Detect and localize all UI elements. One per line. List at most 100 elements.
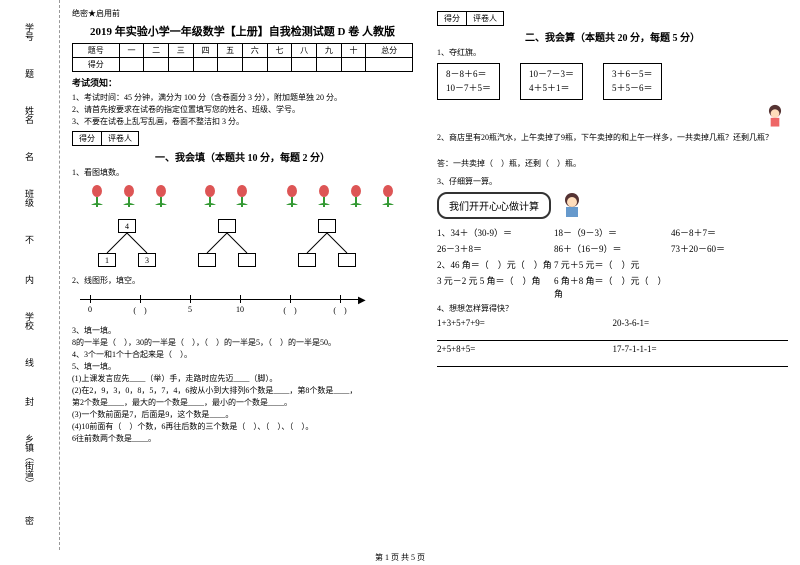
th: 六 bbox=[242, 44, 267, 58]
expr: 2+5+8+5= bbox=[437, 344, 613, 354]
expr: 20-3-6-1= bbox=[613, 318, 789, 328]
dash-text: 名 bbox=[25, 150, 34, 163]
margin-label: 班级 bbox=[23, 189, 36, 207]
flower-group bbox=[82, 183, 176, 213]
expr: 8－8＋6＝ bbox=[446, 67, 491, 81]
q3-line: 5、填一填。 bbox=[72, 361, 413, 373]
th: 题号 bbox=[73, 44, 120, 58]
tree-row: 4 1 3 bbox=[92, 219, 413, 269]
calc-grid: 1、34＋（30-9）＝ 18－（9－3）＝ 46－8＋7＝ 26－3＋8＝ 8… bbox=[437, 226, 788, 300]
calc-row: 3 元－2 元 5 角＝（ ）角 6 角＋8 角＝（ ）元（ ）角 bbox=[437, 274, 788, 300]
expr: 86＋（16－9）＝ bbox=[554, 242, 671, 255]
expr: 26－3＋8＝ bbox=[437, 242, 554, 255]
dash-text: 密 bbox=[25, 514, 34, 527]
calc-row: 1、34＋（30-9）＝ 18－（9－3）＝ 46－8＋7＝ bbox=[437, 226, 788, 239]
notice-item: 1、考试时间：45 分钟，满分为 100 分（含卷面分 3 分），附加题单独 2… bbox=[72, 92, 413, 104]
s2-q2: 2、商店里有20瓶汽水，上午卖掉了9瓶，下午卖掉的和上午一样多，一共卖掉几瓶？还… bbox=[437, 132, 788, 144]
blank-line bbox=[613, 331, 789, 341]
notice-head: 考试须知： bbox=[72, 76, 413, 89]
q3-line: 第2个数是____，最大的一个数是____，最小的一个数是____。 bbox=[72, 397, 413, 409]
exam-title: 2019 年实验小学一年级数学【上册】自我检测试题 D 卷 人教版 bbox=[72, 23, 413, 39]
dash-text: 封 bbox=[25, 395, 34, 408]
tree-lines-icon bbox=[92, 233, 162, 253]
s2-q2-ans: 答：一共卖掉（ ）瓶，还剩（ ）瓶。 bbox=[437, 158, 788, 170]
q3-line: 6往前数两个数是____。 bbox=[72, 433, 413, 445]
q1: 1、看图填数。 bbox=[72, 167, 413, 179]
child-icon bbox=[557, 190, 587, 220]
margin-label: 学号 bbox=[23, 23, 36, 41]
q3: 3、填一填。 bbox=[72, 325, 413, 337]
left-column: 绝密★启用前 2019 年实验小学一年级数学【上册】自我检测试题 D 卷 人教版… bbox=[60, 0, 425, 550]
s2-q3: 3、仔细算一算。 bbox=[437, 176, 788, 188]
td: 得分 bbox=[73, 58, 120, 72]
q3-line: (2)在2，9，3，0，8，5，7，4，6按从小到大排列6个数是____，第8个… bbox=[72, 385, 413, 397]
tree-lines-icon bbox=[192, 233, 262, 253]
margin-label: 学校 bbox=[23, 312, 36, 330]
flower-icon bbox=[195, 183, 225, 213]
calc-box: 10－7－3＝ 4＋5＋1＝ bbox=[520, 63, 583, 100]
line bbox=[80, 299, 360, 300]
flower-icon bbox=[373, 183, 403, 213]
q2: 2、线图形，填空。 bbox=[72, 275, 413, 287]
tree-top bbox=[318, 219, 336, 233]
redflag-row: 8－8＋6＝ 10－7＋5＝ 10－7－3＝ 4＋5＋1＝ 3＋6－5＝ 5＋5… bbox=[437, 63, 788, 100]
q4-row: 2+5+8+5= 17-7-1-1-1= bbox=[437, 344, 788, 354]
girl-icon bbox=[762, 104, 788, 130]
tree-leaf bbox=[338, 253, 356, 267]
blank-line bbox=[437, 331, 613, 341]
calc-row: 2、46 角＝（ ）元（ ）角 7 元＋5 元＝（ ）元 bbox=[437, 258, 788, 271]
confidential-label: 绝密★启用前 bbox=[72, 8, 413, 19]
th: 九 bbox=[316, 44, 341, 58]
q3-line: (3)一个数前面是7，后面是9，这个数是____。 bbox=[72, 409, 413, 421]
tree-leaf: 3 bbox=[138, 253, 156, 267]
score-cell: 得分 bbox=[72, 131, 101, 146]
flower-icon bbox=[309, 183, 339, 213]
calc-box: 8－8＋6＝ 10－7＋5＝ bbox=[437, 63, 500, 100]
q3-line: 4、3个一和1个十合起来是（ ）。 bbox=[72, 349, 413, 361]
expr bbox=[671, 274, 788, 300]
score-table: 题号 一 二 三 四 五 六 七 八 九 十 总分 得分 bbox=[72, 43, 413, 72]
expr: 5＋5－6＝ bbox=[612, 81, 653, 95]
tree-top: 4 bbox=[118, 219, 136, 233]
nl-blank: ( ) bbox=[133, 305, 146, 316]
speech-bubble: 我们开开心心做计算 bbox=[437, 192, 551, 219]
notice-list: 1、考试时间：45 分钟，满分为 100 分（含卷面分 3 分），附加题单独 2… bbox=[72, 92, 413, 128]
score-cell: 得分 bbox=[437, 11, 466, 26]
margin-label: 乡镇（街道） bbox=[23, 434, 36, 488]
expr: 3 元－2 元 5 角＝（ ）角 bbox=[437, 274, 554, 300]
th: 一 bbox=[119, 44, 144, 58]
expr: 73＋20－60＝ bbox=[671, 242, 788, 255]
notice-item: 3、不要在试卷上乱写乱画，卷面不整洁扣 3 分。 bbox=[72, 116, 413, 128]
scorebox: 得分 评卷人 bbox=[72, 131, 413, 146]
expr: 6 角＋8 角＝（ ）元（ ）角 bbox=[554, 274, 671, 300]
grader-cell: 评卷人 bbox=[101, 131, 139, 146]
q4-blank-row bbox=[437, 331, 788, 341]
th: 八 bbox=[292, 44, 317, 58]
right-column: 得分 评卷人 二、我会算（本题共 20 分，每题 5 分） 1、夺红旗。 8－8… bbox=[425, 0, 800, 550]
nl-label: 5 bbox=[188, 305, 192, 314]
blank-line bbox=[613, 357, 789, 367]
q3-line: (4)10前面有（ ）个数，6再往后数的三个数是（ ）、（ ）、（ ）。 bbox=[72, 421, 413, 433]
nl-blank: ( ) bbox=[333, 305, 346, 316]
nl-label: 0 bbox=[88, 305, 92, 314]
flower-row bbox=[72, 183, 413, 213]
grader-cell: 评卷人 bbox=[466, 11, 504, 26]
page-footer: 第 1 页 共 5 页 bbox=[0, 552, 800, 563]
th: 四 bbox=[193, 44, 218, 58]
flower-icon bbox=[227, 183, 257, 213]
tree-leaf: 1 bbox=[98, 253, 116, 267]
number-tree bbox=[292, 219, 362, 269]
number-line: ▶ 0 ( ) 5 10 ( ) ( ) bbox=[80, 291, 405, 321]
q4-blank-row bbox=[437, 357, 788, 367]
expr: 2、46 角＝（ ）元（ ）角 bbox=[437, 258, 554, 271]
tree-lines-icon bbox=[292, 233, 362, 253]
expr: 46－8＋7＝ bbox=[671, 226, 788, 239]
expr: 3＋6－5＝ bbox=[612, 67, 653, 81]
tree-leaf bbox=[238, 253, 256, 267]
q3-line: 8的一半是（ ），30的一半是（ ），（ ）的一半是5，（ ）的一半是50。 bbox=[72, 337, 413, 349]
expr: 10－7－3＝ bbox=[529, 67, 574, 81]
flower-icon bbox=[341, 183, 371, 213]
section2-title: 二、我会算（本题共 20 分，每题 5 分） bbox=[437, 29, 788, 44]
calc-box: 3＋6－5＝ 5＋5－6＝ bbox=[603, 63, 662, 100]
binding-margin: 学号 题 姓名 名 班级 不 内 学校 线 封 乡镇（街道） 密 bbox=[0, 0, 60, 550]
